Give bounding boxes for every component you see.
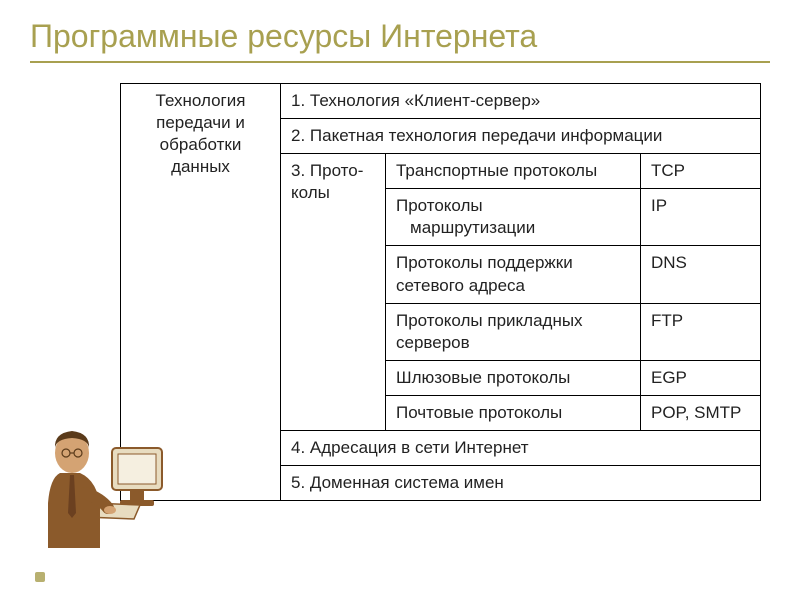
protocol-name-line2: маршрутизации bbox=[396, 217, 535, 239]
table-row: Технология передачи и обработки данных 1… bbox=[121, 84, 761, 119]
clipart-person-computer-icon bbox=[30, 403, 170, 553]
protocol-abbr: EGP bbox=[641, 360, 761, 395]
row-packet-tech: 2. Пакетная технология передачи информац… bbox=[281, 119, 761, 154]
protocol-name: Протоколы поддержки сетевого адреса bbox=[386, 246, 641, 303]
protocols-label-cell: 3. Прото-колы bbox=[281, 154, 386, 431]
protocol-abbr: TCP bbox=[641, 154, 761, 189]
row-addressing: 4. Адресация в сети Интернет bbox=[281, 431, 761, 466]
protocol-abbr: FTP bbox=[641, 303, 761, 360]
row-client-server: 1. Технология «Клиент-сервер» bbox=[281, 84, 761, 119]
protocol-name: Почтовые протоколы bbox=[386, 395, 641, 430]
slide-title: Программные ресурсы Интернета bbox=[0, 0, 800, 61]
protocol-abbr: IP bbox=[641, 189, 761, 246]
protocol-name: Протоколы прикладных серверов bbox=[386, 303, 641, 360]
main-table: Технология передачи и обработки данных 1… bbox=[120, 83, 761, 501]
content-area: Технология передачи и обработки данных 1… bbox=[0, 63, 800, 83]
protocol-name: Транспортные протоколы bbox=[386, 154, 641, 189]
protocol-name-line1: Протоколы bbox=[396, 196, 483, 215]
slide-bullet-icon bbox=[35, 572, 45, 582]
protocol-abbr: POP, SMTP bbox=[641, 395, 761, 430]
protocol-abbr: DNS bbox=[641, 246, 761, 303]
protocol-name: Шлюзовые протоколы bbox=[386, 360, 641, 395]
protocol-name: Протоколы маршрутизации bbox=[386, 189, 641, 246]
row-dns: 5. Доменная система имен bbox=[281, 466, 761, 501]
